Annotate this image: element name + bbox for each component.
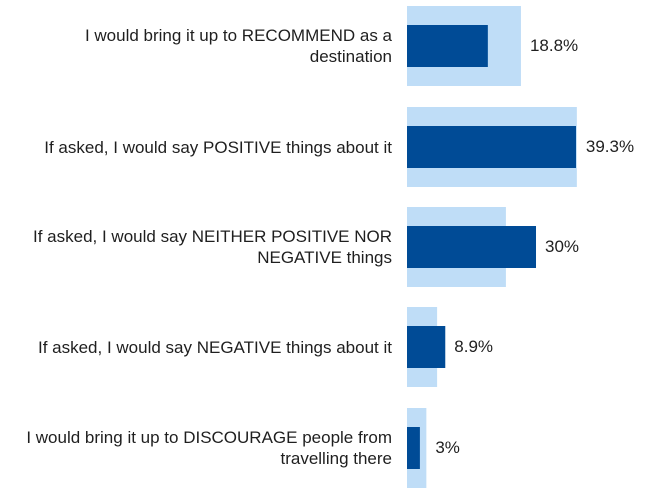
category-label-5: I would bring it up to DISCOURAGE people… bbox=[26, 428, 392, 468]
value-bar-5 bbox=[407, 427, 420, 469]
value-bar-4 bbox=[407, 326, 446, 368]
value-bar-3 bbox=[407, 226, 537, 268]
category-label-3: If asked, I would say NEITHER POSITIVE N… bbox=[33, 227, 392, 267]
value-bar-2 bbox=[407, 126, 576, 168]
value-label-4: 8.9% bbox=[454, 337, 494, 356]
value-label-2: 39.3% bbox=[585, 137, 635, 156]
category-label-2: If asked, I would say POSITIVE things ab… bbox=[44, 137, 392, 157]
value-bar-1 bbox=[407, 25, 488, 67]
value-label-5: 3% bbox=[435, 438, 460, 457]
value-label-1: 18.8% bbox=[529, 36, 579, 55]
category-label-4: If asked, I would say NEGATIVE things ab… bbox=[37, 337, 392, 357]
category-label-1: I would bring it up to RECOMMEND as a de… bbox=[84, 26, 392, 66]
value-label-3: 30% bbox=[545, 237, 580, 256]
